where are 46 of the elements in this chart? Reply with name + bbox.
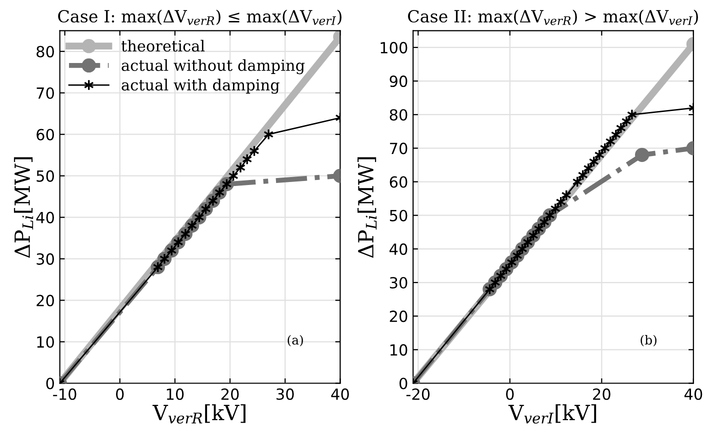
legend-label: actual without damping bbox=[122, 59, 305, 74]
x-tick-label: 20 bbox=[221, 388, 239, 400]
y-tick-label: 20 bbox=[36, 294, 54, 306]
y-tick-label: 60 bbox=[390, 176, 408, 188]
y-tick-label: 10 bbox=[37, 336, 54, 348]
y-tick-label: 70 bbox=[390, 142, 408, 154]
annotation: (b) bbox=[640, 334, 656, 346]
y-tick-label: 20 bbox=[390, 310, 408, 322]
y-tick-label: 80 bbox=[36, 46, 54, 58]
x-tick-label: -20 bbox=[406, 388, 430, 400]
x-tick-label: -10 bbox=[53, 388, 76, 400]
x-tick-label: 30 bbox=[276, 388, 294, 400]
y-tick-label: 50 bbox=[390, 210, 408, 222]
y-tick-label: 70 bbox=[36, 87, 54, 99]
y-tick-label: 60 bbox=[36, 128, 54, 140]
point bbox=[621, 116, 632, 128]
y-tick-label: 50 bbox=[36, 170, 54, 182]
x-tick-label: 0 bbox=[116, 388, 124, 400]
annotation: (a) bbox=[288, 334, 303, 346]
y-tick-label: 90 bbox=[390, 75, 408, 88]
y-tick-label: 80 bbox=[390, 109, 408, 121]
x-tick-label: 0 bbox=[506, 388, 514, 400]
y-tick-label: 0 bbox=[46, 378, 54, 390]
chart-title: Case I: max(ΔV$_{verR}$) ≤ max(ΔV$_{verI}$) bbox=[58, 10, 342, 26]
x-axis-title: V$_{verI}$[kV] bbox=[508, 404, 596, 424]
y-tick-label: 100 bbox=[380, 42, 408, 54]
y-tick-label: 30 bbox=[36, 253, 54, 265]
y-tick-label: 40 bbox=[36, 212, 54, 224]
x-axis-title: V$_{verR}$[kV] bbox=[152, 404, 246, 424]
y-tick-label: 40 bbox=[390, 243, 408, 255]
x-tick-label: 10 bbox=[166, 388, 184, 400]
point bbox=[626, 108, 637, 120]
point bbox=[616, 122, 626, 134]
y-tick-label: 10 bbox=[390, 344, 408, 356]
x-tick-label: 20 bbox=[593, 388, 610, 400]
x-tick-label: 40 bbox=[331, 388, 349, 400]
chart-title: Case II: max(ΔV$_{verR}$) > max(ΔV$_{verI}$) bbox=[408, 10, 698, 26]
x-tick-label: 40 bbox=[684, 388, 702, 400]
y-tick-label: 30 bbox=[390, 276, 408, 289]
y-axis-title: ΔP$_{Li}$[MW] bbox=[14, 157, 34, 258]
point bbox=[634, 148, 650, 162]
y-tick-label: 0 bbox=[400, 378, 408, 390]
legend-label: actual with damping bbox=[122, 78, 280, 94]
y-axis-title: ΔP$_{Li}$[MW] bbox=[358, 157, 377, 258]
legend-label: theoretical bbox=[121, 40, 205, 52]
point bbox=[235, 162, 246, 174]
